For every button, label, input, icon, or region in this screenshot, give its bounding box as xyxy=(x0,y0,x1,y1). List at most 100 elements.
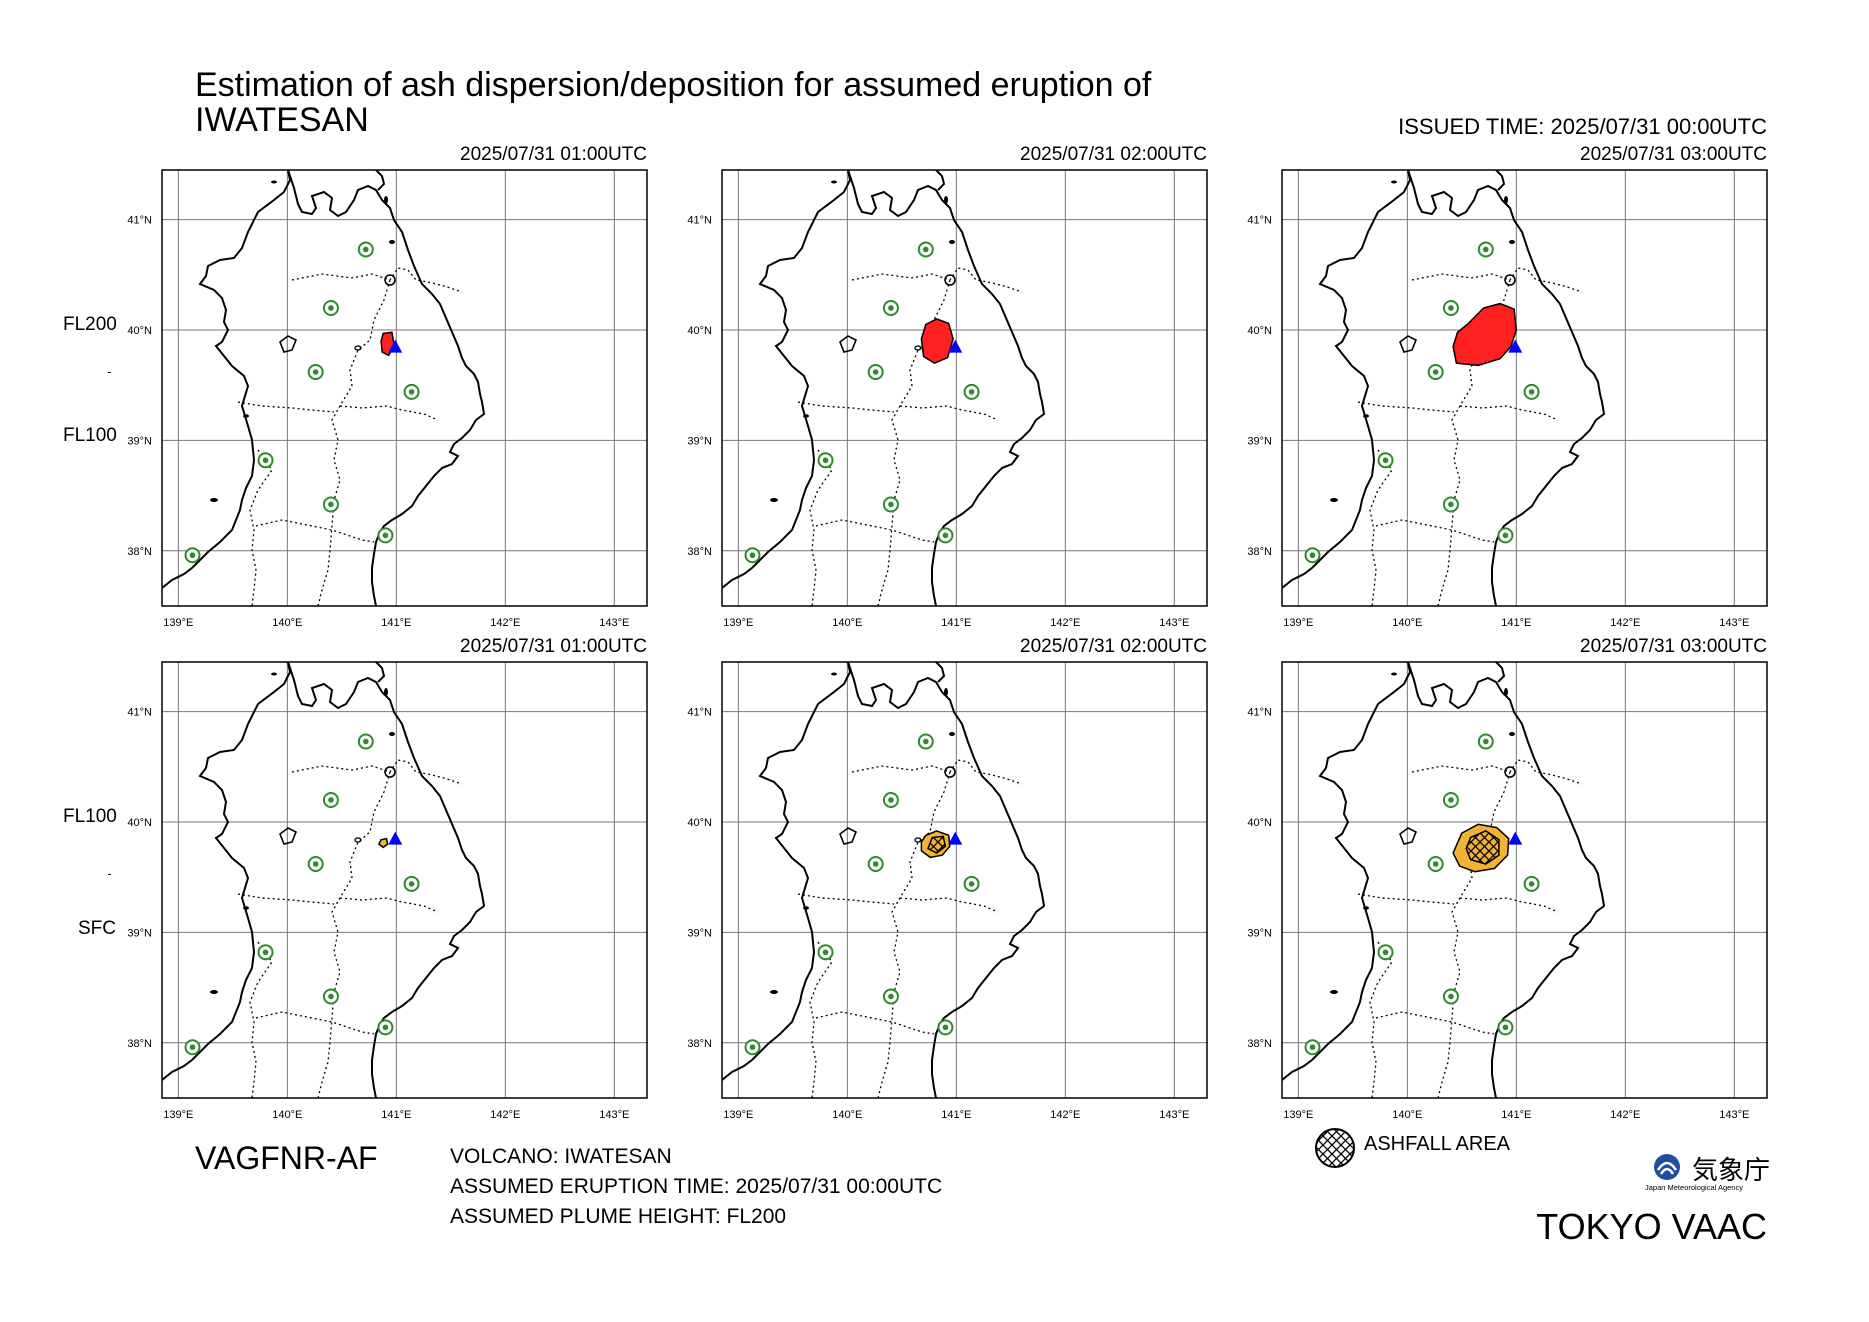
volcano-ring-icon xyxy=(1427,363,1444,380)
volcano-ring-icon xyxy=(1442,496,1459,513)
ash-dispersion-area xyxy=(920,318,954,365)
panel-3-time: 2025/07/31 03:00UTC xyxy=(1580,144,1767,165)
volcano-ring-icon xyxy=(963,875,980,892)
volcano-ring-icon xyxy=(1497,527,1514,544)
lat-tick-label: 39°N xyxy=(1247,435,1272,447)
lat-tick-label: 41°N xyxy=(687,707,712,719)
assumed-plume-height: ASSUMED PLUME HEIGHT: FL200 xyxy=(450,1205,787,1228)
lon-tick-label: 139°E xyxy=(1283,1109,1313,1121)
coastline-and-borders xyxy=(1282,662,1605,1098)
lon-tick-label: 142°E xyxy=(1050,617,1080,629)
volcano-ring-icon xyxy=(184,1039,201,1056)
lat-tick-label: 39°N xyxy=(127,435,152,447)
volcano-ring-icon xyxy=(1523,383,1540,400)
lat-tick-label: 38°N xyxy=(687,1038,712,1050)
volcano-ring-icon xyxy=(882,496,899,513)
volcano-ring-icon xyxy=(744,1039,761,1056)
lon-tick-label: 143°E xyxy=(599,617,629,629)
panel-4-time: 2025/07/31 01:00UTC xyxy=(460,636,647,657)
lon-tick-label: 141°E xyxy=(1501,1109,1531,1121)
coastline-and-borders xyxy=(162,662,485,1098)
row-2-upper-label: FL100 xyxy=(63,806,117,827)
ashfall-area xyxy=(1465,830,1500,865)
lon-tick-label: 139°E xyxy=(163,1109,193,1121)
volcano-ring-icon xyxy=(184,547,201,564)
volcano-ring-icon xyxy=(322,496,339,513)
target-volcano-triangle-icon xyxy=(1508,339,1523,353)
map-frame xyxy=(1281,661,1768,1099)
lon-tick-label: 142°E xyxy=(490,617,520,629)
product-code: VAGFNR-AF xyxy=(195,1140,378,1176)
lon-tick-label: 140°E xyxy=(1392,1109,1422,1121)
map-panel-6: 139°E 140°E 141°E 142°E 143°E 41°N 40°N 39°N 38°… xyxy=(1247,661,1768,1121)
lat-tick-label: 40°N xyxy=(127,325,152,337)
lon-tick-label: 141°E xyxy=(941,1109,971,1121)
target-volcano-triangle-icon xyxy=(388,831,403,845)
map-frame xyxy=(721,661,1208,1099)
lat-tick-label: 38°N xyxy=(1247,546,1272,558)
volcano-ring-icon xyxy=(377,527,394,544)
lon-tick-label: 143°E xyxy=(1719,1109,1749,1121)
agency-subtitle: Japan Meteorological Agency xyxy=(1645,1183,1743,1192)
row-1-label-separator xyxy=(108,372,111,373)
lon-tick-label: 139°E xyxy=(163,617,193,629)
lat-tick-label: 39°N xyxy=(687,435,712,447)
jma-logo-icon xyxy=(1654,1154,1680,1180)
volcano-ring-icon xyxy=(357,241,374,258)
volcano-ring-icon xyxy=(882,299,899,316)
volcano-ring-icon xyxy=(937,527,954,544)
lat-tick-label: 40°N xyxy=(687,325,712,337)
map-frame xyxy=(1281,169,1768,607)
title-line-1: Estimation of ash dispersion/deposition … xyxy=(195,66,1152,104)
lat-tick-label: 40°N xyxy=(1247,817,1272,829)
issued-time: ISSUED TIME: 2025/07/31 00:00UTC xyxy=(1398,114,1767,139)
map-panel-3: 139°E 140°E 141°E 142°E 143°E 41°N 40°N 39°N 38°… xyxy=(1247,169,1768,629)
volcano-ring-icon xyxy=(1497,1019,1514,1036)
volcano-ring-icon xyxy=(322,791,339,808)
lon-tick-label: 140°E xyxy=(832,1109,862,1121)
volcano-ring-icon xyxy=(817,452,834,469)
lat-tick-label: 41°N xyxy=(127,707,152,719)
lat-tick-label: 41°N xyxy=(1247,215,1272,227)
panel-1-time: 2025/07/31 01:00UTC xyxy=(460,144,647,165)
lon-tick-label: 141°E xyxy=(381,617,411,629)
lat-tick-label: 40°N xyxy=(127,817,152,829)
volcano-ring-icon xyxy=(322,988,339,1005)
lon-tick-label: 139°E xyxy=(1283,617,1313,629)
panel-2-time: 2025/07/31 02:00UTC xyxy=(1020,144,1207,165)
lon-tick-label: 140°E xyxy=(272,1109,302,1121)
lon-tick-label: 141°E xyxy=(941,617,971,629)
coastline-and-borders xyxy=(722,662,1045,1098)
ashfall-legend-icon xyxy=(1315,1128,1355,1168)
lon-tick-label: 141°E xyxy=(1501,617,1531,629)
volcano-ring-icon xyxy=(257,944,274,961)
lat-tick-label: 41°N xyxy=(127,215,152,227)
map-frame xyxy=(161,661,648,1099)
assumed-eruption-time: ASSUMED ERUPTION TIME: 2025/07/31 00:00U… xyxy=(450,1175,943,1198)
volcano-ring-icon xyxy=(1477,733,1494,750)
ashfall-legend-label: ASHFALL AREA xyxy=(1364,1133,1510,1155)
lat-tick-label: 39°N xyxy=(1247,927,1272,939)
lon-tick-label: 143°E xyxy=(1159,1109,1189,1121)
volcano-ring-icon xyxy=(963,383,980,400)
row-1-upper-label: FL200 xyxy=(63,314,117,335)
target-volcano-triangle-icon xyxy=(948,339,963,353)
lat-tick-label: 38°N xyxy=(687,546,712,558)
lon-tick-label: 139°E xyxy=(723,1109,753,1121)
volcano-ring-icon xyxy=(867,363,884,380)
lon-tick-label: 142°E xyxy=(1610,1109,1640,1121)
lat-tick-label: 40°N xyxy=(1247,325,1272,337)
lon-tick-label: 143°E xyxy=(599,1109,629,1121)
coastline-and-borders xyxy=(722,170,1045,606)
volcano-ring-icon xyxy=(744,547,761,564)
lat-tick-label: 40°N xyxy=(687,817,712,829)
volcano-ring-icon xyxy=(1523,875,1540,892)
map-panel-2: 139°E 140°E 141°E 142°E 143°E 41°N 40°N 39°N 38°… xyxy=(687,169,1208,629)
ash-deposition-area xyxy=(377,837,389,849)
volcano-ring-icon xyxy=(917,733,934,750)
lat-tick-label: 41°N xyxy=(687,215,712,227)
map-panel-5: 139°E 140°E 141°E 142°E 143°E 41°N 40°N 39°N 38°… xyxy=(687,661,1208,1121)
lon-tick-label: 141°E xyxy=(381,1109,411,1121)
volcano-ring-icon xyxy=(1477,241,1494,258)
